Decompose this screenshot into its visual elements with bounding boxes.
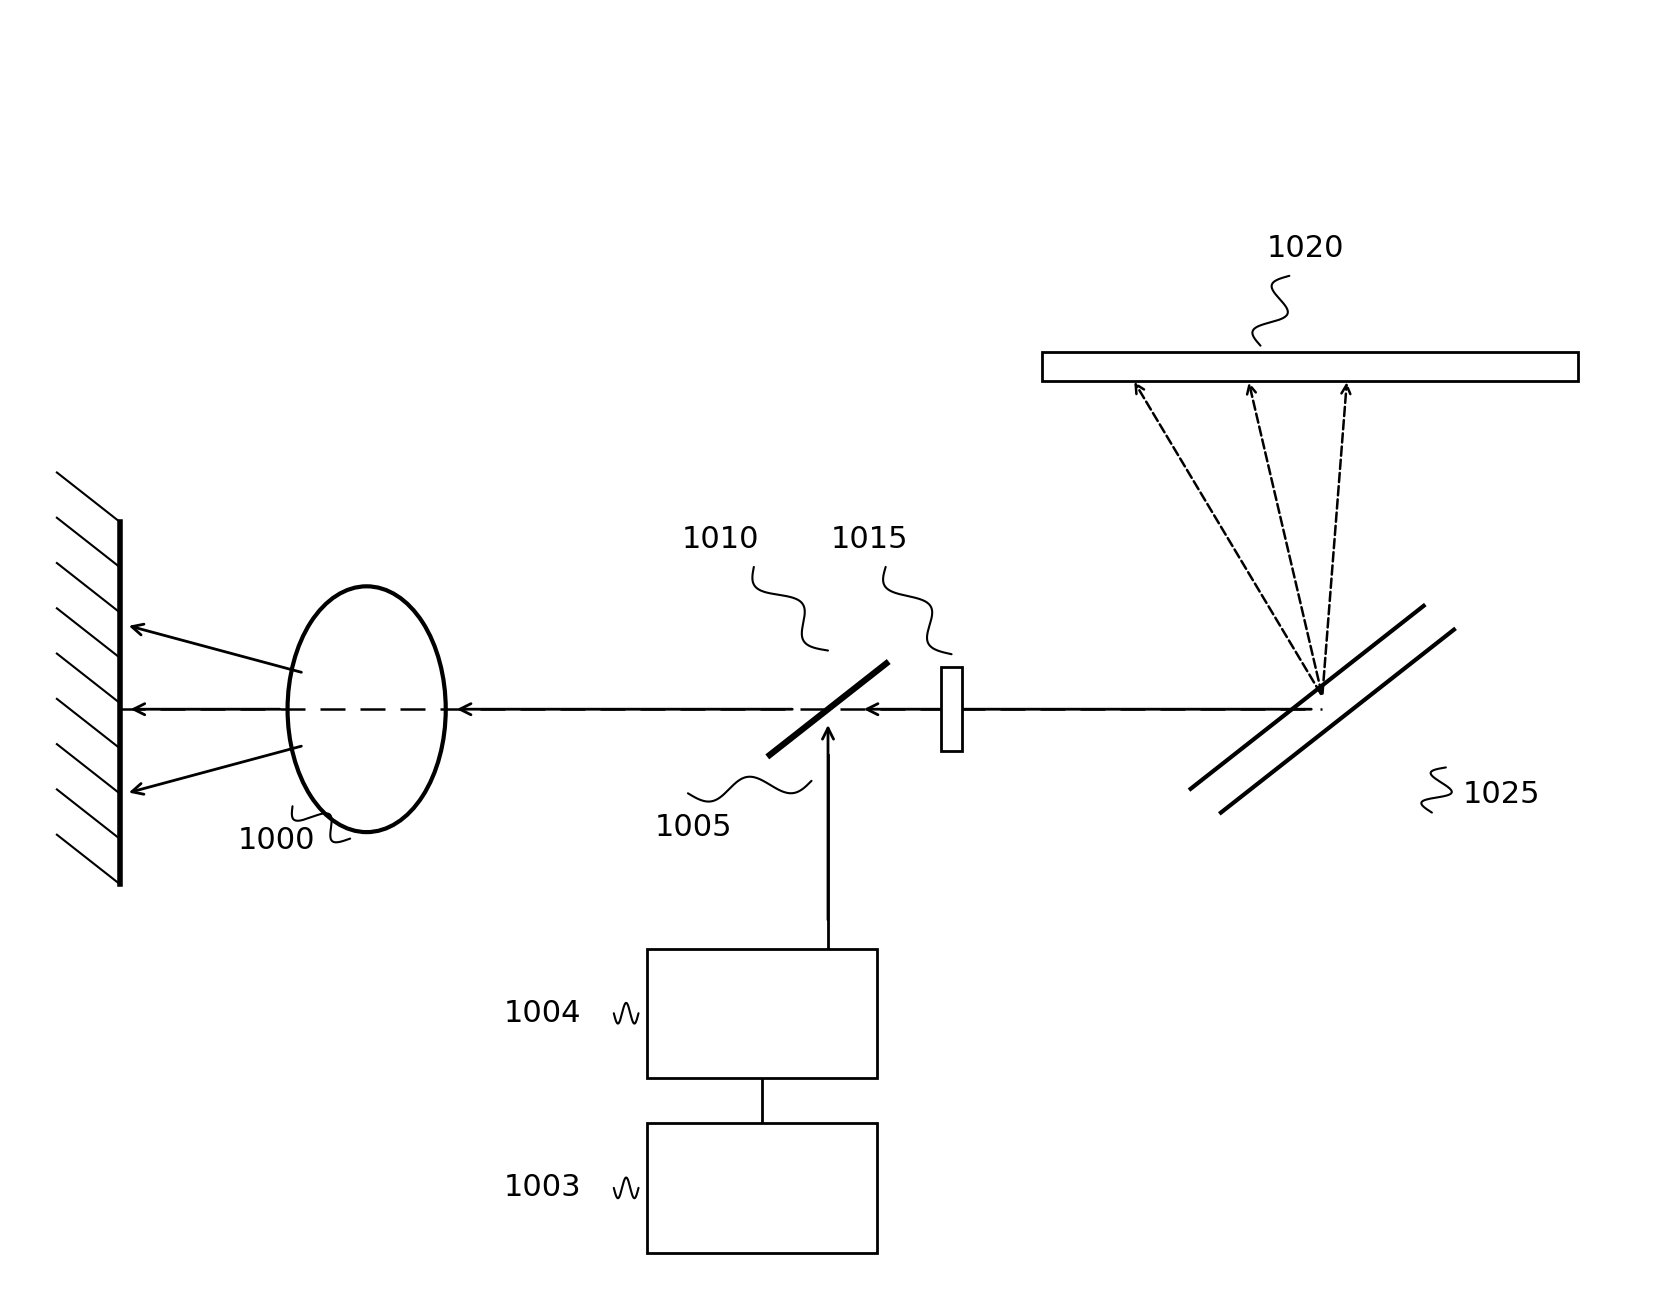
Bar — [647, 1124, 877, 1253]
Text: 1000: 1000 — [237, 825, 314, 854]
Text: 1005: 1005 — [655, 812, 732, 841]
Bar — [940, 667, 962, 751]
Text: 1003: 1003 — [503, 1173, 581, 1202]
Text: 1020: 1020 — [1266, 234, 1344, 263]
Bar — [1041, 352, 1577, 380]
Text: 1010: 1010 — [682, 525, 760, 553]
Bar — [647, 949, 877, 1078]
Text: 1025: 1025 — [1461, 780, 1539, 810]
Text: 1015: 1015 — [829, 525, 907, 553]
Text: 1004: 1004 — [503, 999, 581, 1027]
